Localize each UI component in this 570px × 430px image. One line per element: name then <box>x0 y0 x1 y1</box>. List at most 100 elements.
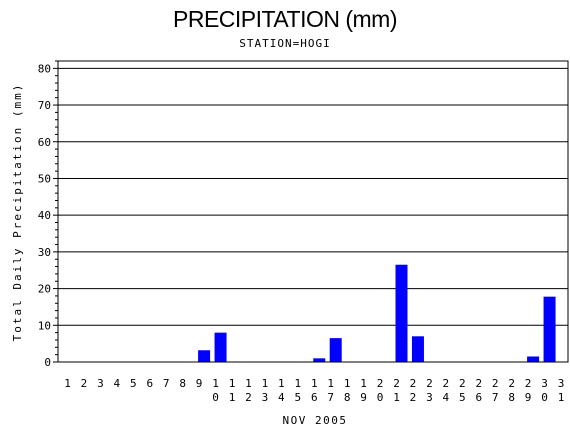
chart-subtitle: STATION=HOGI <box>239 37 331 50</box>
x-tick-digit: 9 <box>360 391 367 404</box>
x-tick-digit: 2 <box>410 391 417 404</box>
x-tick-label: 17 <box>327 377 334 404</box>
x-tick-digit: 1 <box>558 391 565 404</box>
x-tick-digit: 1 <box>229 391 236 404</box>
x-tick-label: 13 <box>262 377 269 404</box>
y-tick-label: 60 <box>38 136 51 149</box>
x-tick-label: 1 <box>64 377 71 390</box>
y-tick-labels: 0 10 20 30 40 50 60 70 80 <box>38 62 51 369</box>
x-tick-label: 18 <box>344 377 351 404</box>
x-tick-digit: 9 <box>196 377 203 390</box>
x-tick-digit: 2 <box>245 391 252 404</box>
x-tick-digit: 8 <box>344 391 351 404</box>
x-tick-digit: 5 <box>130 377 137 390</box>
x-tick-digit: 3 <box>97 377 104 390</box>
x-tick-label: 9 <box>196 377 203 390</box>
x-tick-label: 27 <box>492 377 499 404</box>
bar <box>329 338 342 362</box>
x-tick-label: 6 <box>146 377 153 390</box>
x-tick-label: 3 <box>97 377 104 390</box>
x-tick-digit: 5 <box>294 391 301 404</box>
x-tick-label: 23 <box>426 377 433 404</box>
bar <box>543 296 556 362</box>
x-tick-label: 31 <box>558 377 565 404</box>
x-tick-digit: 9 <box>525 391 532 404</box>
y-axis-title: Total Daily Precipitation (mm) <box>11 83 24 342</box>
x-tick-digit: 7 <box>492 391 499 404</box>
x-tick-label: 20 <box>377 377 384 404</box>
x-tick-digit: 5 <box>459 391 466 404</box>
x-tick-digit: 1 <box>327 377 334 390</box>
y-tick-label: 40 <box>38 209 51 222</box>
bar <box>198 350 211 362</box>
x-tick-label: 30 <box>541 377 548 404</box>
x-tick-label: 25 <box>459 377 466 404</box>
plot-frame <box>57 60 569 363</box>
y-tick-label: 20 <box>38 283 51 296</box>
bar <box>395 264 408 362</box>
bar <box>411 336 424 362</box>
x-tick-digit: 6 <box>475 391 482 404</box>
y-tick-label: 50 <box>38 172 51 185</box>
x-tick-digit: 3 <box>558 377 565 390</box>
x-tick-digit: 1 <box>294 377 301 390</box>
x-tick-digit: 8 <box>179 377 186 390</box>
x-tick-digit: 3 <box>262 391 269 404</box>
x-tick-digit: 8 <box>508 391 515 404</box>
x-tick-label: 7 <box>163 377 170 390</box>
x-tick-digit: 1 <box>311 377 318 390</box>
bar <box>527 356 540 362</box>
x-tick-digit: 1 <box>262 377 269 390</box>
x-tick-label: 21 <box>393 377 400 404</box>
x-tick-digit: 2 <box>525 377 532 390</box>
x-tick-digit: 2 <box>426 377 433 390</box>
x-tick-digit: 4 <box>278 391 285 404</box>
x-tick-digit: 2 <box>393 377 400 390</box>
x-tick-digit: 0 <box>212 391 219 404</box>
x-tick-label: 11 <box>229 377 236 404</box>
grid-layer <box>58 67 568 326</box>
x-tick-digit: 3 <box>426 391 433 404</box>
x-tick-digit: 1 <box>278 377 285 390</box>
x-tick-label: 8 <box>179 377 186 390</box>
x-tick-label: 4 <box>114 377 121 390</box>
x-tick-digit: 1 <box>212 377 219 390</box>
y-tick-label: 30 <box>38 246 51 259</box>
x-axis-title: NOV 2005 <box>283 414 348 427</box>
y-tick-label: 10 <box>38 319 51 332</box>
x-tick-digit: 1 <box>393 391 400 404</box>
x-tick-digit: 2 <box>410 377 417 390</box>
x-tick-digit: 6 <box>146 377 153 390</box>
x-tick-digit: 2 <box>377 377 384 390</box>
x-tick-digit: 2 <box>492 377 499 390</box>
y-tick-label: 80 <box>38 62 51 75</box>
y-tick-label: 70 <box>38 99 51 112</box>
x-tick-digit: 1 <box>64 377 71 390</box>
x-tick-label: 5 <box>130 377 137 390</box>
x-tick-digit: 7 <box>163 377 170 390</box>
x-tick-label: 28 <box>508 377 515 404</box>
x-tick-labels: 1 2 3 4 5 6 7 8 9 1011121314151617181920212223242… <box>64 377 564 404</box>
x-tick-label: 10 <box>212 377 219 404</box>
axis-layer <box>53 60 569 363</box>
x-tick-label: 19 <box>360 377 367 404</box>
x-tick-digit: 3 <box>541 377 548 390</box>
x-tick-label: 15 <box>294 377 301 404</box>
x-tick-digit: 6 <box>311 391 318 404</box>
bar <box>214 332 227 362</box>
bars-layer <box>198 264 556 362</box>
x-tick-label: 22 <box>410 377 417 404</box>
x-tick-label: 26 <box>475 377 482 404</box>
x-tick-label: 12 <box>245 377 252 404</box>
x-tick-label: 14 <box>278 377 285 404</box>
x-tick-digit: 0 <box>541 391 548 404</box>
x-tick-digit: 0 <box>377 391 384 404</box>
x-tick-digit: 1 <box>229 377 236 390</box>
x-tick-digit: 2 <box>443 377 450 390</box>
x-tick-digit: 2 <box>459 377 466 390</box>
y-tick-label: 0 <box>44 356 51 369</box>
x-tick-digit: 1 <box>245 377 252 390</box>
x-tick-label: 2 <box>81 377 88 390</box>
x-tick-digit: 2 <box>81 377 88 390</box>
